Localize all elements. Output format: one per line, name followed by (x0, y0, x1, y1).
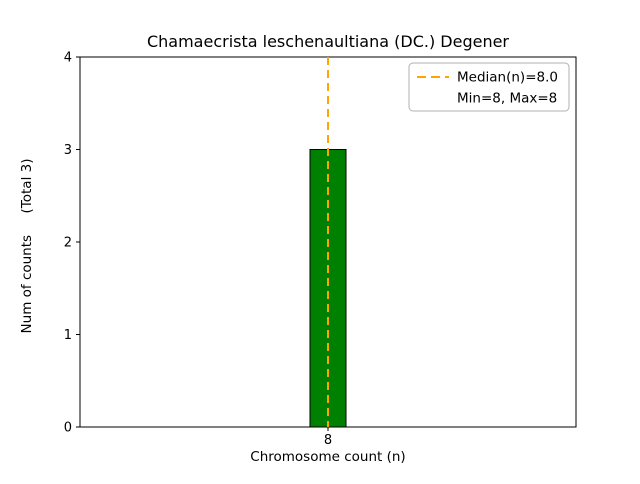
legend-entry-median: Median(n)=8.0 (457, 70, 558, 86)
y-tick-label: 4 (64, 51, 72, 66)
y-tick-label: 2 (64, 236, 72, 251)
y-tick-label: 3 (64, 143, 72, 158)
y-tick-label: 0 (64, 421, 72, 436)
y-axis-label: Num of counts (Total 3) (19, 159, 35, 334)
x-tick-label: 8 (324, 433, 332, 448)
bars-group (309, 149, 347, 428)
x-axis-label: Chromosome count (n) (250, 449, 405, 465)
legend: Median(n)=8.0 Min=8, Max=8 (408, 62, 570, 112)
chart-title: Chamaecrista leschenaultiana (DC.) Degen… (147, 32, 509, 51)
legend-frame (408, 62, 570, 112)
y-tick-label: 1 (64, 328, 72, 343)
legend-entry-minmax: Min=8, Max=8 (457, 91, 557, 107)
ticks-group: 0 1 2 3 4 8 (64, 51, 332, 449)
bar-8 (309, 149, 347, 428)
